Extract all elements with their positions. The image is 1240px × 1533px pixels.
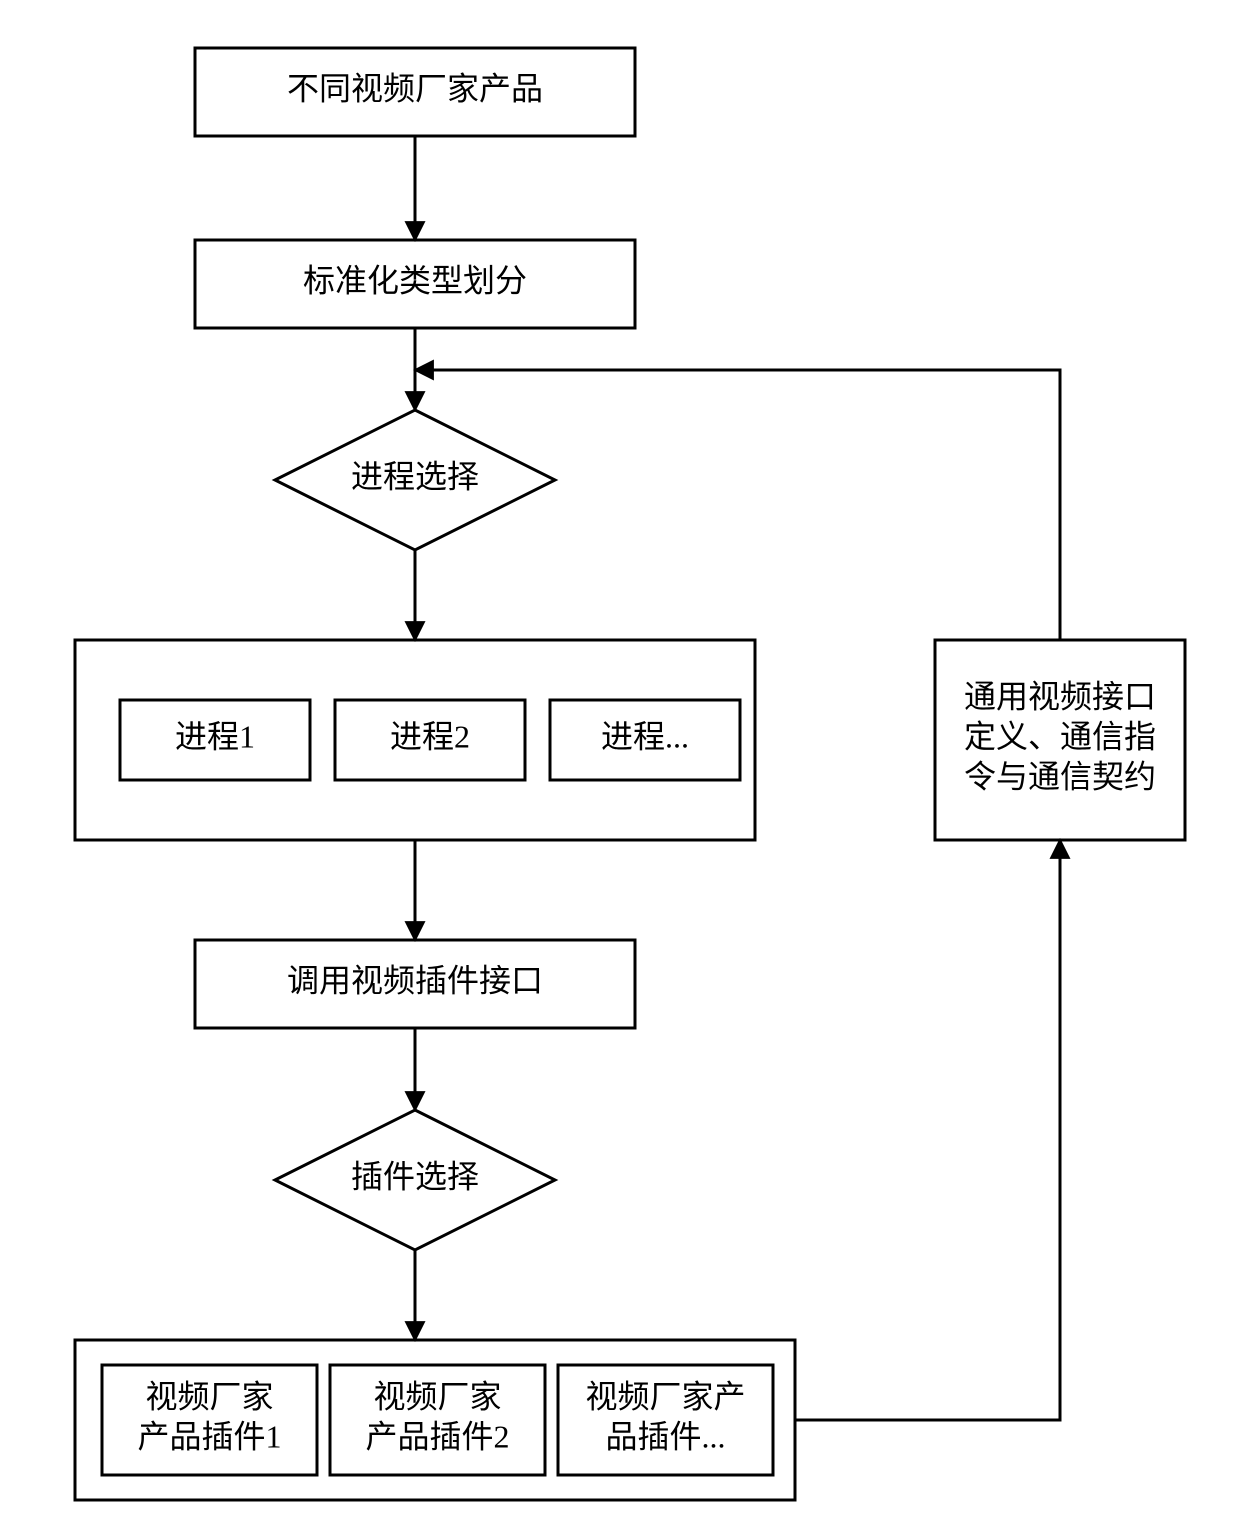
- node-n7c: 视频厂家产品插件...: [558, 1365, 773, 1475]
- node-n1: 不同视频厂家产品: [195, 48, 635, 136]
- edge-6: [415, 370, 1060, 640]
- node-n8: 通用视频接口定义、通信指令与通信契约: [935, 640, 1185, 840]
- node-n6: 插件选择: [275, 1110, 555, 1250]
- node-n7b: 视频厂家产品插件2: [330, 1365, 545, 1475]
- node-label: 进程1: [175, 718, 255, 754]
- flowchart-canvas: 不同视频厂家产品标准化类型划分进程选择进程1 进程2 进程... 调用视频插件接口插件…: [0, 0, 1240, 1533]
- node-label: 进程选择: [351, 458, 479, 494]
- node-label: 调用视频插件接口: [287, 962, 543, 998]
- node-n2: 标准化类型划分: [195, 240, 635, 328]
- node-label: 品插件...: [605, 1418, 725, 1454]
- node-n7a: 视频厂家产品插件1: [102, 1365, 317, 1475]
- node-n3: 进程选择: [275, 410, 555, 550]
- node-label: 产品插件1: [137, 1418, 281, 1454]
- node-n4b: 进程2: [335, 700, 525, 780]
- node-label: 插件选择: [351, 1158, 479, 1194]
- node-label: 进程...: [601, 718, 689, 754]
- node-label: 视频厂家产: [585, 1378, 745, 1414]
- node-label: 不同视频厂家产品: [287, 70, 543, 106]
- node-label: 视频厂家: [145, 1378, 273, 1414]
- node-n4a: 进程1: [120, 700, 310, 780]
- edge-7: [795, 840, 1060, 1420]
- node-n4c: 进程...: [550, 700, 740, 780]
- node-label: 定义、通信指: [964, 718, 1156, 754]
- node-label: 通用视频接口: [964, 678, 1156, 714]
- node-label: 令与通信契约: [964, 758, 1156, 794]
- node-n5: 调用视频插件接口: [195, 940, 635, 1028]
- node-label: 产品插件2: [365, 1418, 509, 1454]
- node-label: 进程2: [390, 718, 470, 754]
- node-label: 视频厂家: [373, 1378, 501, 1414]
- node-label: 标准化类型划分: [303, 262, 527, 298]
